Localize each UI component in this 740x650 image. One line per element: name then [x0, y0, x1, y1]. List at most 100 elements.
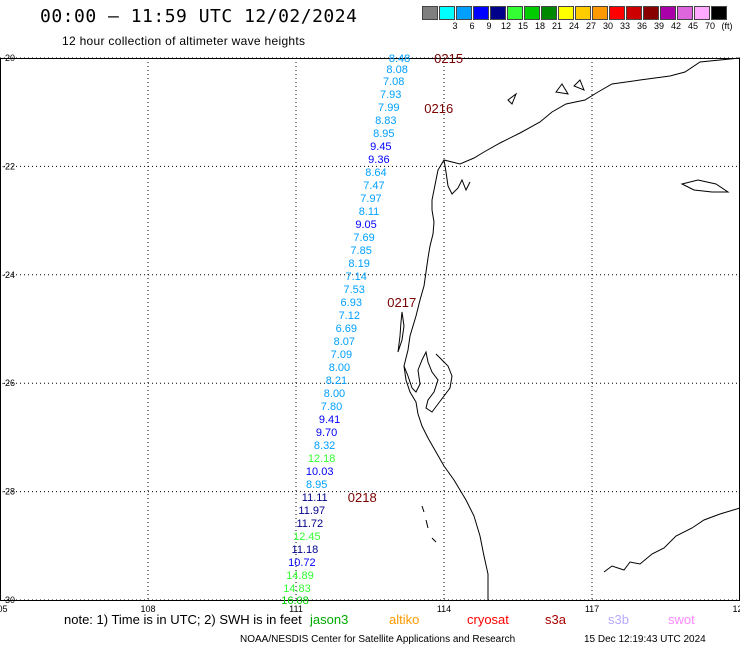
wave-height-label: 14.83 [283, 583, 311, 595]
wave-height-label: 6.69 [336, 323, 357, 335]
scale-label: 24 [568, 21, 579, 31]
satellite-legend-item: altiko [389, 612, 420, 627]
map-frame [0, 58, 740, 601]
wave-height-label: 10.03 [306, 466, 334, 478]
chart-title: 00:00 – 11:59 UTC 12/02/2024 [40, 6, 358, 27]
lat-tick-label: -30 [2, 595, 15, 605]
wave-height-label: 8.95 [306, 479, 327, 491]
coastline-southeast [603, 507, 740, 573]
scale-swatch [694, 6, 710, 20]
wave-height-label: 7.69 [353, 232, 374, 244]
scale-label: 39 [653, 21, 664, 31]
scale-label: 27 [585, 21, 596, 31]
lon-tick-label: 108 [140, 604, 155, 614]
scale-swatch [456, 6, 472, 20]
coastline-houtman-abrolhos [421, 505, 437, 543]
scale-label: 45 [687, 21, 698, 31]
wave-height-label: 8.07 [334, 336, 355, 348]
wave-height-label: 7.85 [350, 245, 371, 257]
wave-height-label: 8.83 [375, 115, 396, 127]
lat-tick-label: -26 [2, 378, 15, 388]
coastline-shark-bay [403, 350, 453, 413]
scale-swatch [507, 6, 523, 20]
lon-tick-label: 120 [732, 604, 740, 614]
render-timestamp: 15 Dec 12:19:43 UTC 2024 [584, 634, 706, 645]
wave-height-label: 9.45 [370, 141, 391, 153]
coastline-mainland [403, 57, 740, 600]
scale-label: 12 [500, 21, 511, 31]
scale-label: 15 [517, 21, 528, 31]
wave-height-label: 6.93 [341, 297, 362, 309]
coastline-exmouth-gulf [443, 159, 471, 195]
wave-height-label: 10.72 [288, 557, 316, 569]
pass-time-label: 0216 [424, 101, 453, 116]
scale-swatch [677, 6, 693, 20]
wave-height-label: 7.08 [383, 76, 404, 88]
wave-height-label: 9.36 [368, 154, 389, 166]
wave-height-label: 7.80 [321, 401, 342, 413]
wave-height-label: 12.45 [293, 531, 321, 543]
lat-tick-label: -28 [2, 487, 15, 497]
wave-height-label: 9.70 [316, 427, 337, 439]
wave-height-label: 11.11 [302, 492, 328, 504]
scale-label: (ft) [721, 21, 733, 31]
coastline [397, 57, 740, 600]
scale-swatch [609, 6, 625, 20]
wave-height-label: 7.14 [345, 271, 366, 283]
pass-time-label: 0218 [348, 490, 377, 505]
satellite-legend-item: jason3 [310, 612, 349, 627]
lat-tick-label: -24 [2, 270, 15, 280]
wave-height-label: 8.21 [326, 375, 347, 387]
coastline-christmas-ish [680, 179, 730, 193]
scale-label: 70 [704, 21, 715, 31]
chart-subtitle: 12 hour collection of altimeter wave hei… [62, 34, 306, 48]
wave-height-track: 8.488.087.087.937.998.838.959.459.368.64… [281, 53, 410, 607]
wave-height-label: 8.11 [359, 206, 380, 218]
scale-swatch [558, 6, 574, 20]
units-note: note: 1) Time is in UTC; 2) SWH is in fe… [64, 612, 302, 627]
wave-height-label: 7.93 [380, 89, 401, 101]
scale-label: 9 [486, 21, 492, 31]
scale-label: 6 [469, 21, 475, 31]
wave-height-label: 7.47 [363, 180, 384, 192]
lon-tick-label: 114 [437, 604, 451, 614]
scale-swatch [422, 6, 438, 20]
lon-tick-label: 111 [289, 604, 303, 614]
scale-swatch [490, 6, 506, 20]
scale-label: 3 [452, 21, 458, 31]
scale-swatch [592, 6, 608, 20]
wave-height-label: 14.89 [286, 570, 314, 582]
map-grid: 105 108 111 114 117 120 -20 -22 -24 -26 -28 -30 [0, 53, 740, 614]
wave-height-label: 8.95 [373, 128, 394, 140]
scale-label: 42 [670, 21, 681, 31]
wave-height-label: 8.32 [314, 440, 335, 452]
wave-height-label: 8.19 [348, 258, 369, 270]
wave-height-label: 8.64 [365, 167, 386, 179]
scale-label: 36 [636, 21, 647, 31]
scale-label: 21 [551, 21, 562, 31]
pass-time-label: 0215 [434, 51, 463, 66]
wave-height-label: 9.41 [319, 414, 340, 426]
wave-height-label: 9.05 [355, 219, 376, 231]
scale-swatch [660, 6, 676, 20]
wave-height-label: 7.12 [339, 310, 360, 322]
scale-swatch [439, 6, 455, 20]
wave-height-label: 8.08 [386, 64, 407, 76]
scale-swatch [524, 6, 540, 20]
scale-swatch [643, 6, 659, 20]
scale-swatch [711, 6, 727, 20]
satellite-legend-item: swot [668, 612, 695, 627]
wave-height-label: 11.97 [298, 505, 325, 517]
wave-height-label: 16.08 [281, 595, 309, 607]
wave-height-label: 8.00 [329, 362, 350, 374]
coastline-dirk-hartog [397, 311, 405, 353]
wave-height-label: 8.00 [324, 388, 345, 400]
wave-height-label: 12.18 [308, 453, 336, 465]
coastline-barrow-islands [507, 79, 585, 105]
scale-swatch [575, 6, 591, 20]
wave-height-label: 7.99 [378, 102, 399, 114]
lon-tick-label: 117 [585, 604, 599, 614]
wave-height-label: 7.97 [360, 193, 381, 205]
scale-swatch [541, 6, 557, 20]
satellite-legend-item: s3a [545, 612, 566, 627]
